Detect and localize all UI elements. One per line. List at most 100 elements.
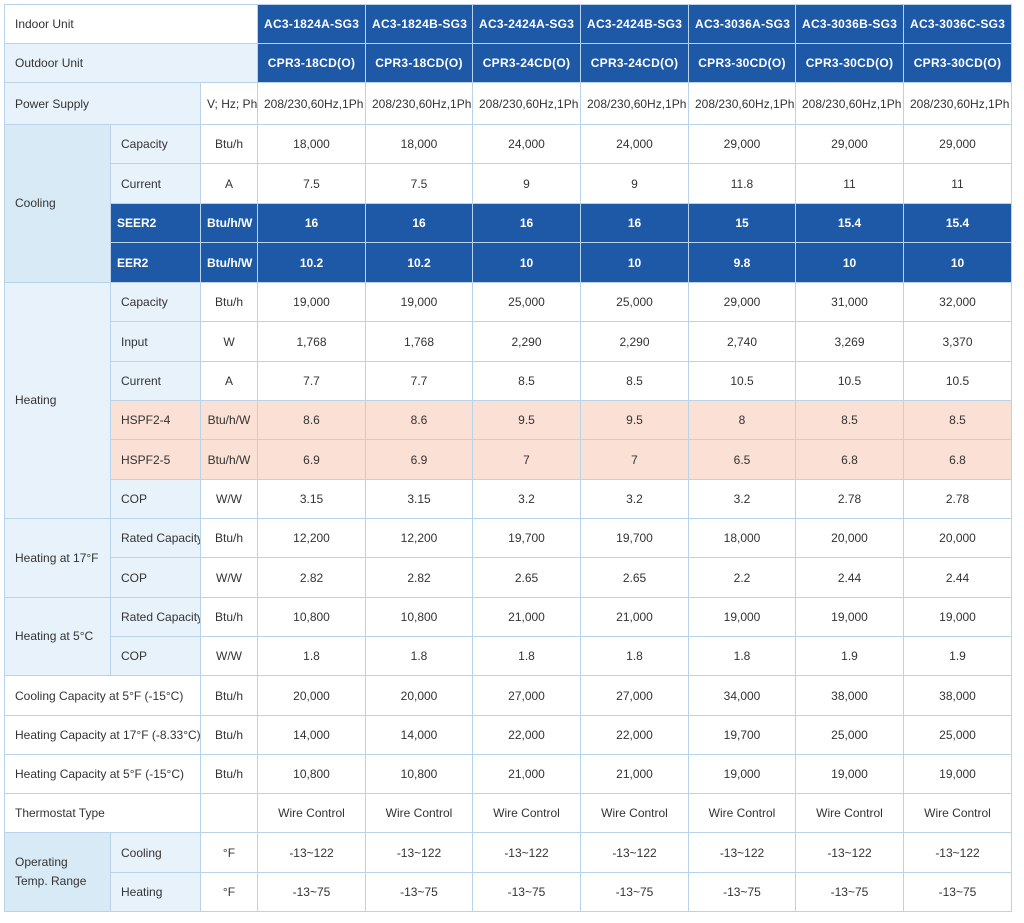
indoor-model-cell: AC3-2424A-SG3 <box>472 4 581 44</box>
heating_5c-row: Heating at 5°C Rated Capacity Btu/h 10,800 1… <box>4 597 1012 676</box>
value-cell: 10 <box>472 242 581 283</box>
value-cell: 16 <box>365 203 473 243</box>
header-row-indoor: Indoor Unit AC3-1824A-SG3 AC3-1824B-SG3 AC3… <box>4 4 1012 44</box>
value-cell: Wire Control <box>795 793 904 833</box>
value-cell: 16 <box>472 203 581 243</box>
value-cell: 8.6 <box>365 400 473 440</box>
wide-row-label: Heating Capacity at 17°F (-8.33°C) <box>4 715 201 755</box>
value-cell: 19,000 <box>257 282 366 322</box>
value-cell: 24,000 <box>580 124 689 164</box>
value-cell: 25,000 <box>472 282 581 322</box>
heating-row: Input W 1,768 1,768 2,290 2,290 2,740 3,269 3,37… <box>5 321 1012 362</box>
value-cell: 3.2 <box>688 479 796 519</box>
indoor-model-cell: AC3-2424B-SG3 <box>580 4 689 44</box>
spec-table: Indoor Unit AC3-1824A-SG3 AC3-1824B-SG3 AC3… <box>4 4 1012 912</box>
value-cell: -13~122 <box>903 832 1012 873</box>
value-cell: 15.4 <box>903 203 1012 243</box>
value-cell: 20,000 <box>795 518 904 558</box>
value-cell: -13~75 <box>903 872 1012 912</box>
unit-cell: W/W <box>200 479 258 519</box>
value-cell: 3.2 <box>472 479 581 519</box>
value-cell: -13~122 <box>472 832 581 873</box>
indoor-unit-label: Indoor Unit <box>4 4 258 44</box>
value-cell: 15.4 <box>795 203 904 243</box>
row-label: HSPF2-5 <box>110 439 201 480</box>
value-cell: 2.82 <box>365 557 473 598</box>
heating_5c-group-label: Heating at 5°C <box>4 597 111 676</box>
outdoor-model-cell: CPR3-30CD(O) <box>903 43 1012 83</box>
value-cell: 19,700 <box>580 518 689 558</box>
cooling-row: EER2 Btu/h/W 10.2 10.2 10 10 9.8 10 10 <box>5 242 1012 283</box>
indoor-model-cell: AC3-3036B-SG3 <box>795 4 904 44</box>
value-cell: 3.2 <box>580 479 689 519</box>
operating-label-line1: Operating <box>15 855 68 869</box>
value-cell: 10 <box>580 242 689 283</box>
value-cell: 31,000 <box>795 282 904 322</box>
value-cell: 20,000 <box>365 675 473 716</box>
cooling-row: SEER2 Btu/h/W 16 16 16 16 15 15.4 15.4 <box>5 203 1012 243</box>
value-cell: 8.5 <box>903 400 1012 440</box>
header-row-outdoor: Outdoor Unit CPR3-18CD(O) CPR3-18CD(O) CPR3… <box>4 43 1012 83</box>
outdoor-model-cell: CPR3-24CD(O) <box>580 43 689 83</box>
heating-row: HSPF2-5 Btu/h/W 6.9 6.9 7 7 6.5 6.8 6.8 <box>5 439 1012 480</box>
row-label: COP <box>110 479 201 519</box>
value-cell: 25,000 <box>580 282 689 322</box>
wide-row: Heating Capacity at 5°F (-15°C) Btu/h 10,8… <box>4 754 1012 794</box>
cooling-row: Cooling Capacity Btu/h 18,000 18,000 24,000 24… <box>4 124 1012 283</box>
value-cell: 19,000 <box>688 754 796 794</box>
value-cell: 208/230,60Hz,1Ph <box>257 82 366 125</box>
value-cell: 6.8 <box>903 439 1012 480</box>
value-cell: 19,000 <box>365 282 473 322</box>
value-cell: 3,269 <box>795 321 904 362</box>
value-cell: -13~122 <box>795 832 904 873</box>
value-cell: 3.15 <box>257 479 366 519</box>
unit-cell: Btu/h <box>200 124 258 164</box>
value-cell: 8.5 <box>472 361 581 401</box>
value-cell: 2,290 <box>580 321 689 362</box>
value-cell: Wire Control <box>688 793 796 833</box>
unit-cell: Btu/h <box>200 518 258 558</box>
unit-cell: Btu/h <box>200 754 258 794</box>
value-cell: 27,000 <box>580 675 689 716</box>
unit-cell: A <box>200 361 258 401</box>
value-cell: 6.9 <box>257 439 366 480</box>
value-cell: 208/230,60Hz,1Ph <box>365 82 473 125</box>
value-cell: 2.78 <box>795 479 904 519</box>
value-cell: 29,000 <box>903 124 1012 164</box>
wide-row: Thermostat Type Wire Control Wire Control W… <box>4 793 1012 833</box>
value-cell: 2.65 <box>580 557 689 598</box>
value-cell: 11 <box>903 163 1012 204</box>
outdoor-model-cell: CPR3-18CD(O) <box>365 43 473 83</box>
row-label: SEER2 <box>110 203 201 243</box>
outdoor-model-cell: CPR3-24CD(O) <box>472 43 581 83</box>
heating-row: Current A 7.7 7.7 8.5 8.5 10.5 10.5 10.5 <box>5 361 1012 401</box>
unit-cell: Btu/h/W <box>200 439 258 480</box>
heating_17f-group-label: Heating at 17°F <box>4 518 111 598</box>
value-cell: -13~75 <box>472 872 581 912</box>
value-cell: 19,000 <box>795 754 904 794</box>
value-cell: 38,000 <box>795 675 904 716</box>
value-cell: 6.5 <box>688 439 796 480</box>
value-cell: -13~75 <box>257 872 366 912</box>
unit-cell: Btu/h <box>200 715 258 755</box>
value-cell: 10 <box>795 242 904 283</box>
value-cell: 10 <box>903 242 1012 283</box>
value-cell: 6.9 <box>365 439 473 480</box>
value-cell: 2,740 <box>688 321 796 362</box>
unit-cell: A <box>200 163 258 204</box>
value-cell: 29,000 <box>688 124 796 164</box>
value-cell: 19,700 <box>688 715 796 755</box>
outdoor-model-cell: CPR3-30CD(O) <box>688 43 796 83</box>
value-cell: 2.2 <box>688 557 796 598</box>
unit-cell: °F <box>200 832 258 873</box>
value-cell: 19,000 <box>688 597 796 637</box>
unit-cell <box>200 793 258 833</box>
row-label: Cooling <box>110 832 201 873</box>
power-supply-row: Power Supply V; Hz; Ph 208/230,60Hz,1Ph 208… <box>4 82 1012 125</box>
value-cell: 208/230,60Hz,1Ph <box>795 82 904 125</box>
value-cell: 25,000 <box>903 715 1012 755</box>
heating-row: COP W/W 3.15 3.15 3.2 3.2 3.2 2.78 2.78 <box>5 479 1012 519</box>
value-cell: 21,000 <box>580 597 689 637</box>
wide-row-label: Heating Capacity at 5°F (-15°C) <box>4 754 201 794</box>
value-cell: 10.2 <box>257 242 366 283</box>
